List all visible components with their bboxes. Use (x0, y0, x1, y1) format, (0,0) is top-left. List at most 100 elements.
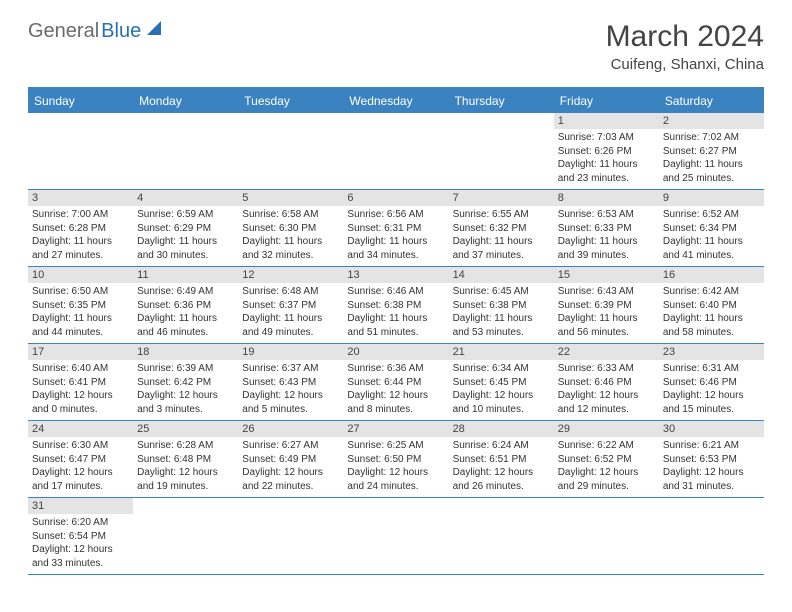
week-row: Sunrise: 6:30 AMSunset: 6:47 PMDaylight:… (28, 437, 764, 498)
day-number: 27 (343, 421, 448, 437)
sunrise-text: Sunrise: 6:45 AM (453, 285, 550, 299)
day-cell: Sunrise: 6:27 AMSunset: 6:49 PMDaylight:… (238, 437, 343, 497)
daylight-text: Daylight: 12 hours and 17 minutes. (32, 466, 129, 493)
day-number: 13 (343, 267, 448, 283)
daylight-text: Daylight: 12 hours and 5 minutes. (242, 389, 339, 416)
day-number: 17 (28, 344, 133, 360)
day-number-row: 17181920212223 (28, 344, 764, 360)
sunset-text: Sunset: 6:37 PM (242, 299, 339, 313)
day-number: 5 (238, 190, 343, 206)
day-number: 25 (133, 421, 238, 437)
day-cell: Sunrise: 6:53 AMSunset: 6:33 PMDaylight:… (554, 206, 659, 266)
daylight-text: Daylight: 12 hours and 12 minutes. (558, 389, 655, 416)
day-cell: Sunrise: 6:30 AMSunset: 6:47 PMDaylight:… (28, 437, 133, 497)
month-title: March 2024 (606, 20, 764, 54)
sunrise-text: Sunrise: 6:22 AM (558, 439, 655, 453)
day-cell: Sunrise: 6:36 AMSunset: 6:44 PMDaylight:… (343, 360, 448, 420)
day-cell: Sunrise: 6:37 AMSunset: 6:43 PMDaylight:… (238, 360, 343, 420)
day-number-row: 3456789 (28, 190, 764, 206)
sunrise-text: Sunrise: 6:50 AM (32, 285, 129, 299)
sunset-text: Sunset: 6:50 PM (347, 453, 444, 467)
daylight-text: Daylight: 11 hours and 32 minutes. (242, 235, 339, 262)
daylight-text: Daylight: 11 hours and 23 minutes. (558, 158, 655, 185)
day-number: 10 (28, 267, 133, 283)
daylight-text: Daylight: 11 hours and 41 minutes. (663, 235, 760, 262)
day-cell: Sunrise: 6:59 AMSunset: 6:29 PMDaylight:… (133, 206, 238, 266)
sunrise-text: Sunrise: 6:43 AM (558, 285, 655, 299)
day-number: 26 (238, 421, 343, 437)
day-number (238, 498, 343, 514)
day-cell: Sunrise: 6:25 AMSunset: 6:50 PMDaylight:… (343, 437, 448, 497)
daylight-text: Daylight: 11 hours and 58 minutes. (663, 312, 760, 339)
daylight-text: Daylight: 11 hours and 49 minutes. (242, 312, 339, 339)
daylight-text: Daylight: 12 hours and 0 minutes. (32, 389, 129, 416)
day-cell (238, 514, 343, 574)
week-row: Sunrise: 7:03 AMSunset: 6:26 PMDaylight:… (28, 129, 764, 190)
day-cell: Sunrise: 6:50 AMSunset: 6:35 PMDaylight:… (28, 283, 133, 343)
sunset-text: Sunset: 6:47 PM (32, 453, 129, 467)
sunrise-text: Sunrise: 6:36 AM (347, 362, 444, 376)
day-number (449, 113, 554, 129)
sunrise-text: Sunrise: 6:53 AM (558, 208, 655, 222)
location: Cuifeng, Shanxi, China (606, 56, 764, 73)
sunrise-text: Sunrise: 6:48 AM (242, 285, 339, 299)
daylight-text: Daylight: 12 hours and 15 minutes. (663, 389, 760, 416)
day-number (133, 113, 238, 129)
sunset-text: Sunset: 6:51 PM (453, 453, 550, 467)
calendar: SundayMondayTuesdayWednesdayThursdayFrid… (28, 87, 764, 575)
daylight-text: Daylight: 11 hours and 46 minutes. (137, 312, 234, 339)
sunrise-text: Sunrise: 6:42 AM (663, 285, 760, 299)
day-number (238, 113, 343, 129)
week-row: Sunrise: 6:20 AMSunset: 6:54 PMDaylight:… (28, 514, 764, 575)
sunset-text: Sunset: 6:45 PM (453, 376, 550, 390)
sunset-text: Sunset: 6:32 PM (453, 222, 550, 236)
sunrise-text: Sunrise: 6:49 AM (137, 285, 234, 299)
sunset-text: Sunset: 6:43 PM (242, 376, 339, 390)
daylight-text: Daylight: 11 hours and 27 minutes. (32, 235, 129, 262)
day-cell: Sunrise: 6:31 AMSunset: 6:46 PMDaylight:… (659, 360, 764, 420)
day-number: 7 (449, 190, 554, 206)
daylight-text: Daylight: 12 hours and 33 minutes. (32, 543, 129, 570)
sunrise-text: Sunrise: 6:27 AM (242, 439, 339, 453)
day-cell: Sunrise: 6:40 AMSunset: 6:41 PMDaylight:… (28, 360, 133, 420)
day-cell: Sunrise: 6:58 AMSunset: 6:30 PMDaylight:… (238, 206, 343, 266)
day-number: 9 (659, 190, 764, 206)
weekday-label: Tuesday (238, 89, 343, 113)
weekday-label: Saturday (659, 89, 764, 113)
logo-text-blue: Blue (101, 20, 141, 43)
daylight-text: Daylight: 11 hours and 56 minutes. (558, 312, 655, 339)
sunrise-text: Sunrise: 6:33 AM (558, 362, 655, 376)
day-number: 11 (133, 267, 238, 283)
sunset-text: Sunset: 6:49 PM (242, 453, 339, 467)
sunrise-text: Sunrise: 6:30 AM (32, 439, 129, 453)
sail-icon (147, 21, 161, 35)
day-number (343, 498, 448, 514)
day-number: 3 (28, 190, 133, 206)
sunrise-text: Sunrise: 6:40 AM (32, 362, 129, 376)
sunrise-text: Sunrise: 6:59 AM (137, 208, 234, 222)
daylight-text: Daylight: 11 hours and 34 minutes. (347, 235, 444, 262)
day-number: 16 (659, 267, 764, 283)
day-cell: Sunrise: 6:45 AMSunset: 6:38 PMDaylight:… (449, 283, 554, 343)
day-number: 24 (28, 421, 133, 437)
weekday-label: Sunday (28, 89, 133, 113)
daylight-text: Daylight: 11 hours and 39 minutes. (558, 235, 655, 262)
day-cell: Sunrise: 6:34 AMSunset: 6:45 PMDaylight:… (449, 360, 554, 420)
day-number: 28 (449, 421, 554, 437)
week-row: Sunrise: 6:40 AMSunset: 6:41 PMDaylight:… (28, 360, 764, 421)
day-cell: Sunrise: 6:33 AMSunset: 6:46 PMDaylight:… (554, 360, 659, 420)
day-number (28, 113, 133, 129)
sunrise-text: Sunrise: 6:34 AM (453, 362, 550, 376)
sunrise-text: Sunrise: 6:52 AM (663, 208, 760, 222)
day-cell: Sunrise: 6:49 AMSunset: 6:36 PMDaylight:… (133, 283, 238, 343)
daylight-text: Daylight: 12 hours and 29 minutes. (558, 466, 655, 493)
day-cell: Sunrise: 7:02 AMSunset: 6:27 PMDaylight:… (659, 129, 764, 189)
daylight-text: Daylight: 11 hours and 25 minutes. (663, 158, 760, 185)
day-cell: Sunrise: 6:24 AMSunset: 6:51 PMDaylight:… (449, 437, 554, 497)
sunset-text: Sunset: 6:28 PM (32, 222, 129, 236)
day-cell: Sunrise: 6:39 AMSunset: 6:42 PMDaylight:… (133, 360, 238, 420)
sunset-text: Sunset: 6:29 PM (137, 222, 234, 236)
day-number: 1 (554, 113, 659, 129)
day-number: 21 (449, 344, 554, 360)
day-number (554, 498, 659, 514)
